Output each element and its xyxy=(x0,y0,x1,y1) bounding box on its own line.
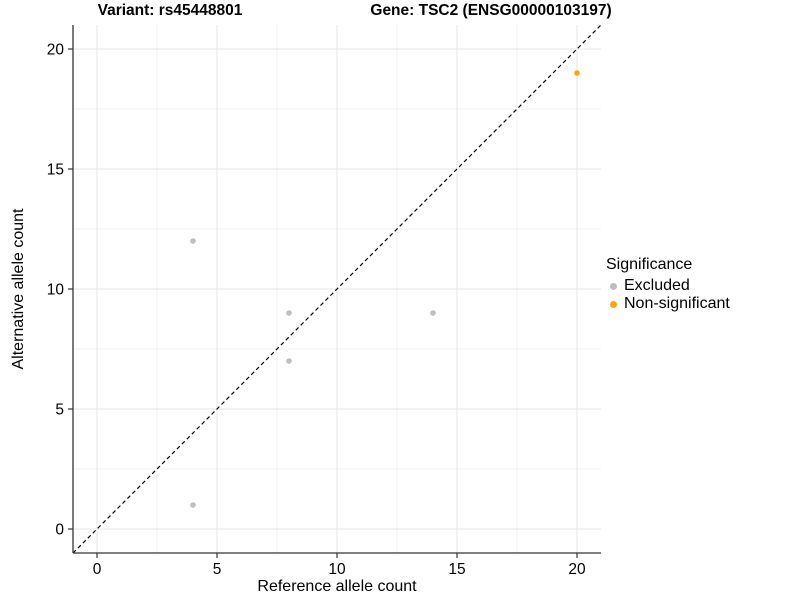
data-point-excluded xyxy=(286,358,292,364)
y-axis-title: Alternative allele count xyxy=(10,208,27,370)
variant-title: Variant: rs45448801 xyxy=(97,2,243,19)
x-tick-label: 15 xyxy=(448,561,465,578)
y-tick-label: 20 xyxy=(47,42,65,59)
data-point-excluded xyxy=(286,310,292,316)
legend: Significance Excluded Non-significant xyxy=(606,256,730,313)
legend-item-label: Excluded xyxy=(624,277,690,294)
legend-title: Significance xyxy=(606,256,693,273)
x-tick-label: 10 xyxy=(328,561,346,578)
y-tick-label: 15 xyxy=(47,162,64,179)
legend-item-label: Non-significant xyxy=(624,295,730,312)
x-tick-label: 20 xyxy=(568,561,586,578)
y-tick-label: 0 xyxy=(55,522,64,539)
x-tick-label: 0 xyxy=(93,561,102,578)
y-tick-label: 10 xyxy=(47,282,65,299)
y-tick-label: 5 xyxy=(55,402,64,419)
non-significant-dot-icon xyxy=(610,300,617,308)
identity-reference-line xyxy=(72,24,602,554)
excluded-dot-icon xyxy=(610,282,617,290)
data-point-non-significant xyxy=(574,70,580,76)
data-point-excluded xyxy=(430,310,436,316)
x-tick-label: 5 xyxy=(213,561,222,578)
data-point-excluded xyxy=(190,238,196,244)
data-point-excluded xyxy=(190,502,196,508)
legend-item-excluded: Excluded xyxy=(606,277,730,295)
gene-title: Gene: TSC2 (ENSG00000103197) xyxy=(370,2,612,19)
legend-item-non-significant: Non-significant xyxy=(606,295,730,313)
x-axis-title: Reference allele count xyxy=(257,578,417,595)
